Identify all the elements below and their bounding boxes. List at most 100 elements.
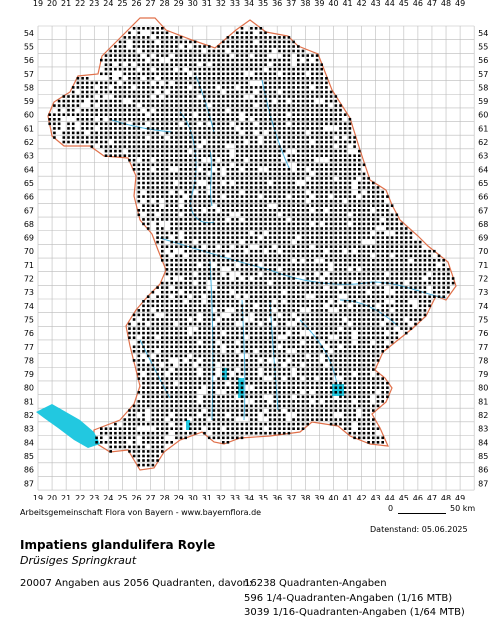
occurrence-dot: [329, 99, 333, 103]
occurrence-dot: [179, 322, 183, 326]
occurrence-dot: [198, 254, 202, 258]
occurrence-dot: [207, 181, 211, 185]
occurrence-dot: [282, 386, 286, 389]
occurrence-dot: [226, 149, 230, 153]
occurrence-dot: [386, 281, 389, 285]
occurrence-dot: [367, 177, 370, 180]
occurrence-dot: [175, 240, 178, 244]
occurrence-dot: [358, 304, 361, 308]
occurrence-dot: [409, 313, 413, 317]
occurrence-dot: [161, 236, 164, 239]
occurrence-dot: [165, 231, 169, 235]
occurrence-dot: [282, 113, 286, 116]
occurrence-dot: [367, 199, 370, 203]
occurrence-dot: [254, 381, 258, 385]
occurrence-dot: [358, 359, 361, 362]
column-label: 45: [399, 0, 409, 8]
occurrence-dot: [231, 254, 234, 258]
occurrence-dot: [179, 240, 183, 244]
occurrence-dot: [320, 181, 323, 185]
occurrence-dot: [376, 404, 380, 408]
occurrence-dot: [184, 386, 187, 389]
occurrence-dot: [442, 263, 445, 267]
occurrence-dot: [146, 204, 150, 207]
occurrence-dot: [301, 199, 305, 203]
occurrence-dot: [193, 163, 197, 167]
occurrence-dot: [104, 145, 108, 148]
occurrence-dot: [179, 336, 183, 339]
occurrence-dot: [301, 140, 305, 144]
column-label: 42: [357, 494, 367, 500]
occurrence-dot: [292, 290, 295, 294]
occurrence-dot: [315, 186, 319, 189]
occurrence-dot: [217, 186, 220, 189]
occurrence-dot: [339, 131, 342, 135]
occurrence-dot: [437, 286, 441, 289]
occurrence-dot: [189, 168, 192, 171]
occurrence-dot: [95, 113, 98, 116]
occurrence-dot: [273, 391, 277, 394]
occurrence-dot: [414, 322, 417, 326]
occurrence-dot: [315, 95, 319, 98]
occurrence-dot: [254, 409, 258, 412]
occurrence-dot: [250, 222, 253, 226]
occurrence-dot: [325, 95, 328, 98]
occurrence-dot: [62, 99, 66, 103]
occurrence-dot: [339, 409, 342, 412]
occurrence-dot: [146, 350, 150, 353]
occurrence-dot: [343, 218, 347, 221]
occurrence-dot: [189, 377, 192, 380]
occurrence-dot: [189, 363, 192, 367]
occurrence-dot: [175, 99, 178, 103]
occurrence-dot: [353, 395, 356, 399]
occurrence-dot: [207, 254, 211, 258]
occurrence-dot: [146, 145, 150, 148]
occurrence-dot: [179, 99, 183, 103]
occurrence-dot: [142, 463, 145, 467]
occurrence-dot: [334, 218, 338, 221]
occurrence-dot: [381, 236, 384, 239]
occurrence-dot: [212, 236, 216, 239]
occurrence-dot: [175, 113, 178, 116]
occurrence-dot: [320, 368, 323, 371]
occurrence-dot: [320, 122, 323, 126]
occurrence-dot: [273, 218, 277, 221]
occurrence-dot: [137, 113, 141, 116]
occurrence-dot: [132, 118, 136, 121]
occurrence-dot: [250, 45, 253, 48]
occurrence-dot: [212, 122, 216, 126]
occurrence-dot: [268, 118, 272, 121]
occurrence-dot: [367, 436, 370, 440]
occurrence-dot: [165, 72, 169, 76]
occurrence-dot: [254, 177, 258, 180]
occurrence-dot: [264, 386, 267, 389]
occurrence-dot: [222, 54, 225, 57]
occurrence-dot: [306, 304, 309, 308]
occurrence-dot: [170, 218, 173, 221]
occurrence-dot: [156, 236, 159, 239]
occurrence-dot: [184, 377, 187, 380]
occurrence-dot: [212, 395, 216, 399]
occurrence-dot: [264, 195, 267, 198]
occurrence-dot: [404, 240, 408, 244]
occurrence-dot: [179, 209, 183, 212]
occurrence-dot: [358, 259, 361, 262]
occurrence-dot: [175, 95, 178, 98]
occurrence-dot: [212, 209, 216, 212]
occurrence-dot: [306, 327, 309, 330]
occurrence-dot: [381, 268, 384, 271]
occurrence-dot: [222, 104, 225, 107]
occurrence-dot: [114, 422, 117, 426]
occurrence-dot: [212, 149, 216, 153]
occurrence-dot: [236, 313, 239, 317]
occurrence-dot: [390, 340, 394, 344]
occurrence-dot: [151, 181, 155, 185]
occurrence-dot: [193, 181, 197, 185]
occurrence-dot: [343, 372, 347, 376]
occurrence-dot: [193, 177, 197, 180]
occurrence-dot: [212, 240, 216, 244]
occurrence-dot: [292, 86, 295, 89]
occurrence-dot: [254, 354, 258, 358]
occurrence-dot: [339, 118, 342, 121]
occurrence-dot: [268, 259, 272, 262]
